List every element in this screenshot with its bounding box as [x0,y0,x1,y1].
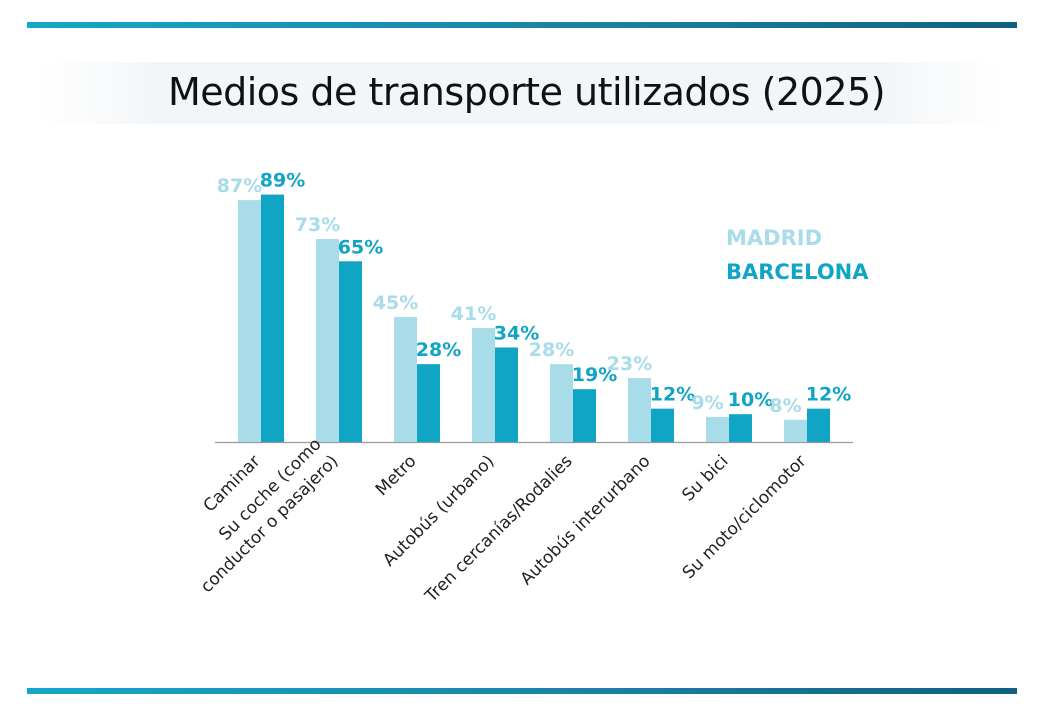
bar-barcelona-0 [261,194,284,442]
category-label-line: Tren cercanías/Rodalies [421,451,577,607]
value-label-madrid-3: 41% [451,303,496,325]
bar-barcelona-2 [417,364,440,442]
category-label-5: Autobús interurbano [517,451,655,589]
category-label-6: Su bici [678,451,732,505]
bar-madrid-0 [238,200,261,442]
value-label-madrid-6: 9% [691,392,723,414]
category-label-line: Autobús interurbano [517,451,655,589]
value-label-barcelona-1: 65% [338,236,383,258]
value-label-barcelona-0: 89% [260,170,305,192]
bar-barcelona-7 [807,408,830,442]
value-label-madrid-4: 28% [529,339,574,361]
value-label-madrid-5: 23% [607,353,652,375]
category-label-line: Metro [372,451,421,500]
title-band [40,62,1004,124]
chart-title: Medios de transporte utilizados (2025) [167,70,886,114]
value-label-barcelona-2: 28% [416,339,461,361]
legend-madrid: MADRID [726,226,822,250]
value-label-madrid-1: 73% [295,214,340,236]
value-label-madrid-0: 87% [217,175,262,197]
bar-madrid-4 [550,364,573,442]
value-label-madrid-2: 45% [373,292,418,314]
value-label-barcelona-7: 12% [806,384,851,406]
top-rule [27,22,1017,28]
bar-madrid-6 [706,416,729,442]
bar-barcelona-3 [495,347,518,442]
category-label-line: conductor o pasajero) [197,451,343,597]
bar-barcelona-1 [339,261,362,442]
bar-madrid-5 [628,378,651,442]
bar-madrid-7 [784,419,807,442]
legend-barcelona: BARCELONA [726,260,869,284]
value-label-barcelona-3: 34% [494,322,539,344]
category-label-line: Su bici [678,451,732,505]
category-label-2: Metro [372,451,421,500]
value-label-madrid-7: 8% [769,395,801,417]
bar-barcelona-5 [651,408,674,442]
category-label-4: Tren cercanías/Rodalies [421,451,577,607]
value-label-barcelona-4: 19% [572,364,617,386]
value-label-barcelona-6: 10% [728,389,773,411]
value-label-barcelona-5: 12% [650,384,695,406]
bottom-rule [27,688,1017,694]
bar-barcelona-6 [729,414,752,442]
bar-madrid-1 [316,239,339,442]
bar-madrid-2 [394,316,417,442]
bar-barcelona-4 [573,389,596,442]
bar-madrid-3 [472,328,495,442]
